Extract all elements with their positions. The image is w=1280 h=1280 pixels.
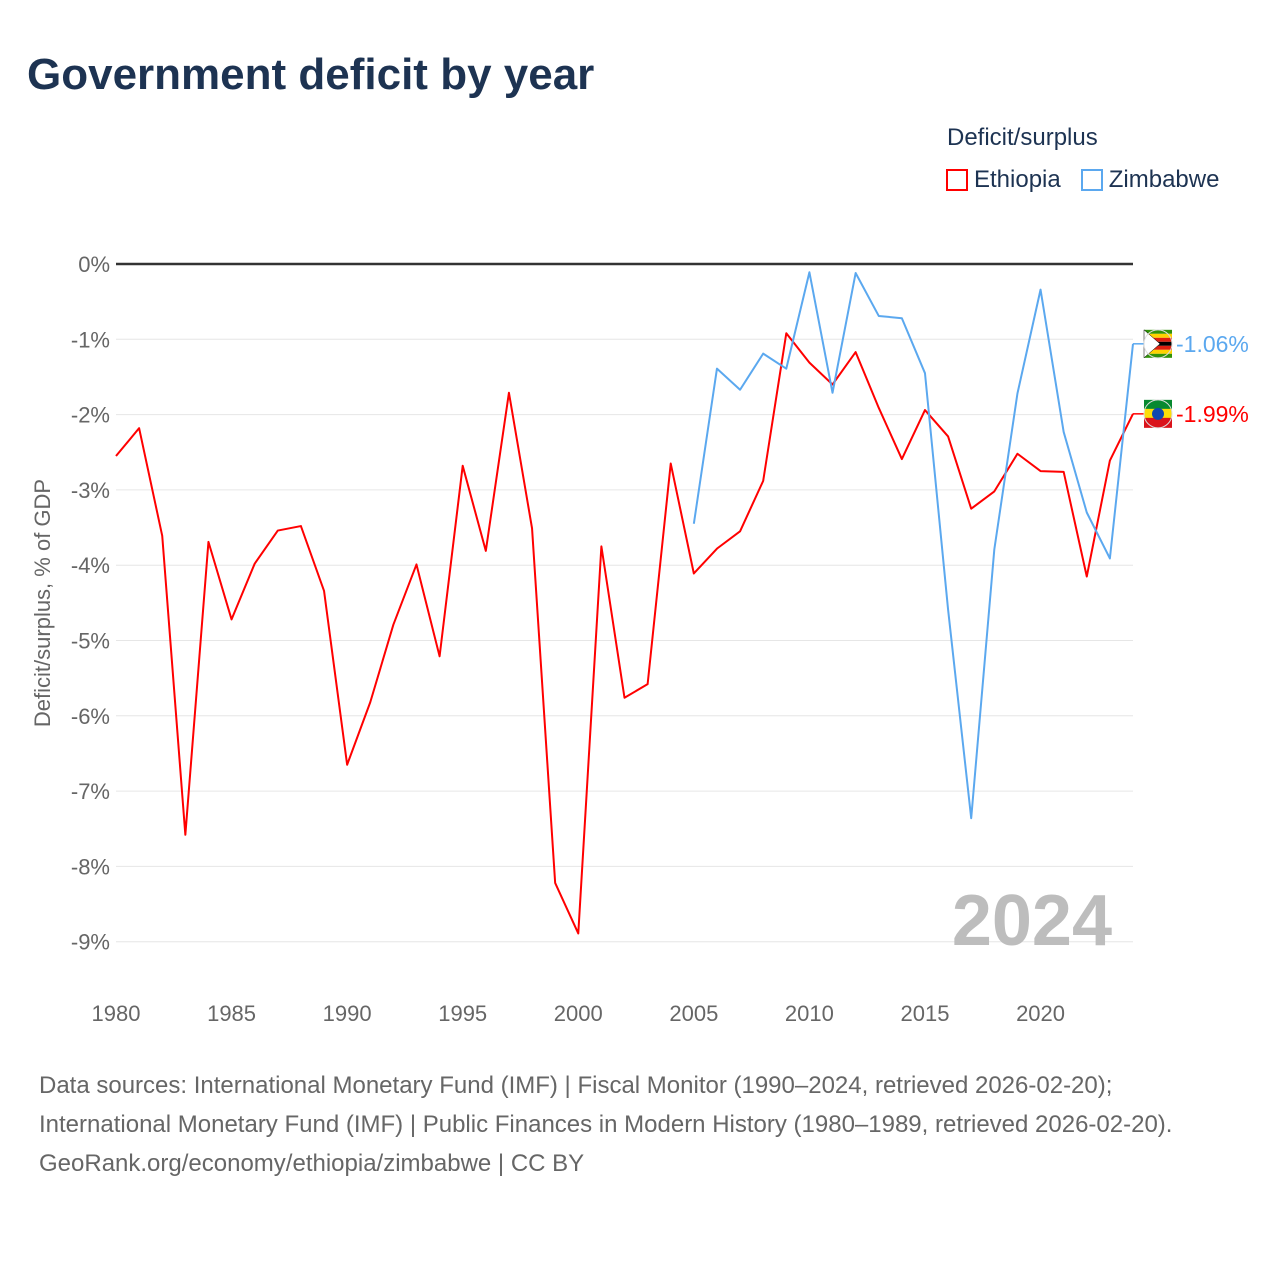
x-tick-label: 2015 bbox=[901, 1001, 950, 1026]
x-tick-label: 2005 bbox=[669, 1001, 718, 1026]
data-sources: Data sources: International Monetary Fun… bbox=[39, 1072, 1173, 1138]
y-tick-label: -2% bbox=[71, 403, 110, 428]
flag-icon-zimbabwe bbox=[1143, 329, 1173, 359]
y-tick-label: -7% bbox=[71, 779, 110, 804]
legend-item-zimbabwe[interactable]: Zimbabwe bbox=[1080, 166, 1220, 194]
legend-title: Deficit/surplus bbox=[947, 124, 1098, 151]
chart-title: Government deficit by year bbox=[27, 50, 595, 99]
end-value-label: -1.99% bbox=[1176, 401, 1249, 427]
y-tick-label: -4% bbox=[71, 553, 110, 578]
y-axis-label: Deficit/surplus, % of GDP bbox=[30, 479, 55, 727]
series-line-ethiopia bbox=[115, 332, 1134, 935]
y-tick-label: -6% bbox=[71, 704, 110, 729]
legend-swatch bbox=[1080, 169, 1103, 191]
y-tick-label: -9% bbox=[71, 930, 110, 955]
line-chart: 0% -1% -2% -3% -4% -5% -6% -7% -8% -9% 1980 1985 199… bbox=[30, 252, 1249, 1026]
legend-label: Zimbabwe bbox=[1108, 166, 1220, 193]
y-tick-label: -3% bbox=[71, 478, 110, 503]
series-line-zimbabwe bbox=[692, 271, 1134, 820]
credit-link[interactable]: GeoRank.org/economy/ethiopia/zimbabwe | … bbox=[39, 1150, 585, 1177]
x-tick-label: 2020 bbox=[1016, 1001, 1065, 1026]
y-tick-label: 0% bbox=[78, 252, 110, 277]
legend: Ethiopia Zimbabwe bbox=[946, 166, 1219, 194]
x-tick-label: 1990 bbox=[323, 1001, 372, 1026]
x-tick-label: 2010 bbox=[785, 1001, 834, 1026]
legend-swatch bbox=[946, 169, 968, 191]
legend-item-ethiopia[interactable]: Ethiopia bbox=[946, 166, 1061, 194]
year-watermark: 2024 bbox=[952, 881, 1112, 961]
x-tick-label: 1980 bbox=[92, 1001, 141, 1026]
end-value-label: -1.06% bbox=[1176, 331, 1249, 357]
footer: Data sources: International Monetary Fun… bbox=[39, 1066, 1239, 1183]
y-tick-label: -5% bbox=[71, 629, 110, 654]
flag-icon-ethiopia bbox=[1143, 399, 1173, 429]
y-tick-label: -8% bbox=[71, 854, 110, 879]
legend-label: Ethiopia bbox=[974, 166, 1061, 193]
x-tick-label: 2000 bbox=[554, 1001, 603, 1026]
y-tick-label: -1% bbox=[71, 327, 110, 352]
x-tick-label: 1985 bbox=[207, 1001, 256, 1026]
x-tick-label: 1995 bbox=[438, 1001, 487, 1026]
